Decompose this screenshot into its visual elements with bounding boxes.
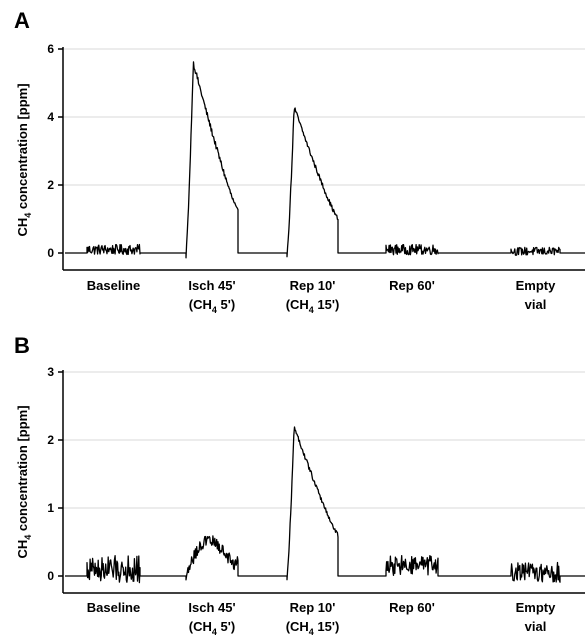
panel-a-yticks: 0 2 4 6 bbox=[47, 42, 63, 260]
y-tick-label: 3 bbox=[47, 365, 54, 379]
panel-a: A CH4 concentration [ppm] 0 2 4 6 Baseline I… bbox=[14, 8, 585, 315]
x-category-label: Rep 10' bbox=[290, 278, 336, 293]
panel-b-ylabel: CH4 concentration [ppm] bbox=[15, 405, 33, 558]
y-tick-label: 2 bbox=[47, 178, 54, 192]
y-tick-label: 2 bbox=[47, 433, 54, 447]
x-category-label: Rep 10' bbox=[290, 600, 336, 615]
x-category-sublabel: (CH4 5') bbox=[189, 297, 235, 315]
panel-a-grid bbox=[63, 48, 585, 186]
x-category-label: Empty bbox=[516, 278, 557, 293]
y-tick-label: 1 bbox=[47, 501, 54, 515]
y-tick-label: 0 bbox=[47, 246, 54, 260]
panel-b-grid bbox=[63, 371, 585, 509]
x-category-label: Isch 45' bbox=[188, 600, 235, 615]
panel-a-series bbox=[65, 61, 585, 259]
x-category-sublabel: (CH4 5') bbox=[189, 619, 235, 637]
x-category-sublabel: vial bbox=[525, 297, 547, 312]
panel-b-yticks: 0 1 2 3 bbox=[47, 365, 63, 583]
ch4-concentration-trace bbox=[65, 426, 585, 584]
panel-a-axes bbox=[62, 47, 585, 271]
x-category-label: Baseline bbox=[87, 278, 140, 293]
y-tick-label: 4 bbox=[47, 110, 54, 124]
x-category-label: Isch 45' bbox=[188, 278, 235, 293]
panel-b-categories: Baseline Isch 45' (CH4 5') Rep 10' (CH4 15')… bbox=[87, 600, 556, 637]
panel-a-ylabel: CH4 concentration [ppm] bbox=[15, 83, 33, 236]
ch4-concentration-trace bbox=[65, 61, 585, 259]
panel-b-series bbox=[65, 426, 585, 584]
x-category-sublabel: (CH4 15') bbox=[286, 619, 340, 637]
x-category-label: Baseline bbox=[87, 600, 140, 615]
x-category-sublabel: vial bbox=[525, 619, 547, 634]
x-category-sublabel: (CH4 15') bbox=[286, 297, 340, 315]
y-tick-label: 0 bbox=[47, 569, 54, 583]
x-category-label: Empty bbox=[516, 600, 557, 615]
x-category-label: Rep 60' bbox=[389, 600, 435, 615]
panel-b-letter: B bbox=[14, 333, 30, 358]
panel-a-categories: Baseline Isch 45' (CH4 5') Rep 10' (CH4 15')… bbox=[87, 278, 556, 315]
panel-a-letter: A bbox=[14, 8, 30, 33]
panel-b-axes bbox=[62, 370, 585, 594]
x-category-label: Rep 60' bbox=[389, 278, 435, 293]
y-tick-label: 6 bbox=[47, 42, 54, 56]
panel-b: B CH4 concentration [ppm] 0 1 2 3 Baseline I… bbox=[14, 333, 585, 637]
